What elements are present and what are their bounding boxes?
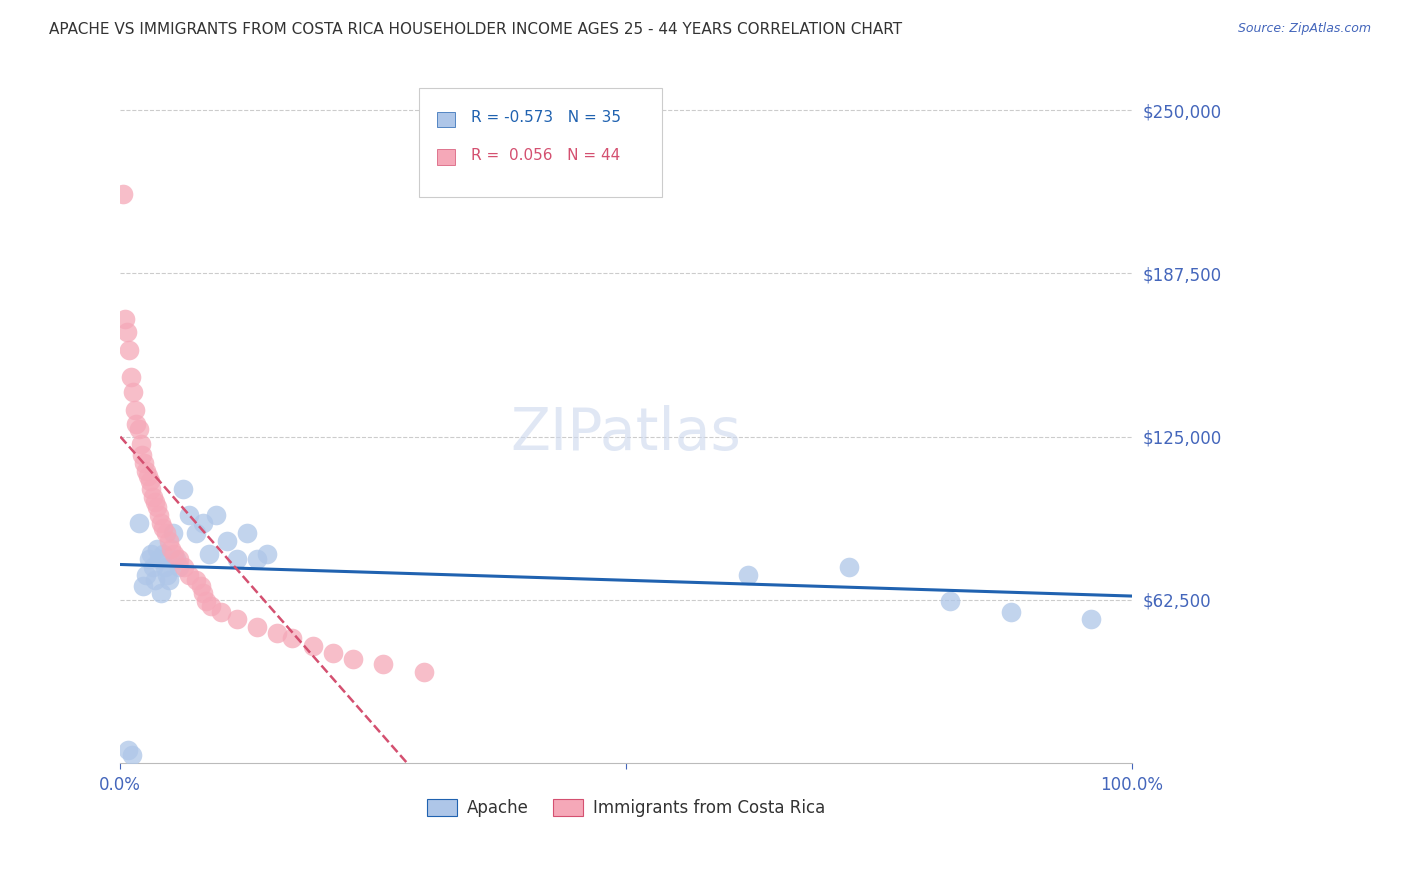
Point <box>142 490 165 504</box>
Point <box>167 552 190 566</box>
Point <box>117 743 139 757</box>
Legend: Apache, Immigrants from Costa Rica: Apache, Immigrants from Costa Rica <box>420 792 832 823</box>
Point <box>256 547 278 561</box>
Point <box>149 516 172 530</box>
Point <box>193 516 215 530</box>
Point <box>112 186 135 201</box>
Point <box>157 534 180 549</box>
Point <box>156 568 179 582</box>
Point <box>157 574 180 588</box>
Point <box>152 521 174 535</box>
Point <box>149 586 172 600</box>
Point <box>143 495 166 509</box>
Point <box>148 552 170 566</box>
Point <box>225 612 247 626</box>
Point <box>165 552 187 566</box>
Point <box>737 568 759 582</box>
Point <box>131 578 153 592</box>
Point <box>177 568 200 582</box>
Point <box>186 574 208 588</box>
Point <box>190 578 212 592</box>
Point <box>136 468 159 483</box>
Point <box>152 547 174 561</box>
Point <box>162 526 184 541</box>
Point <box>246 620 269 634</box>
Point <box>135 464 157 478</box>
Point <box>225 552 247 566</box>
Point <box>138 552 160 566</box>
Point <box>186 526 208 541</box>
Point <box>122 385 145 400</box>
Point <box>342 651 364 665</box>
Point <box>235 526 257 541</box>
Point <box>124 403 146 417</box>
Point <box>117 325 139 339</box>
Point <box>177 508 200 522</box>
Point <box>142 560 165 574</box>
Text: APACHE VS IMMIGRANTS FROM COSTA RICA HOUSEHOLDER INCOME AGES 25 - 44 YEARS CORRE: APACHE VS IMMIGRANTS FROM COSTA RICA HOU… <box>49 22 903 37</box>
Point <box>160 541 183 556</box>
Point <box>163 547 186 561</box>
Point <box>155 526 177 541</box>
Point <box>145 500 167 515</box>
Point <box>131 448 153 462</box>
Text: ZIPatlas: ZIPatlas <box>510 406 741 462</box>
Text: R =  0.056   N = 44: R = 0.056 N = 44 <box>471 148 620 163</box>
Point <box>132 456 155 470</box>
Point <box>125 417 148 431</box>
Point <box>266 625 288 640</box>
Point <box>193 586 215 600</box>
Point <box>195 594 218 608</box>
Y-axis label: Householder Income Ages 25 - 44 years: Householder Income Ages 25 - 44 years <box>0 267 7 574</box>
Point <box>118 343 141 358</box>
Point <box>301 639 323 653</box>
Point <box>205 508 228 522</box>
Point <box>139 482 162 496</box>
Point <box>1000 605 1022 619</box>
Point <box>373 657 395 671</box>
Point <box>322 647 344 661</box>
Point <box>211 605 233 619</box>
Point <box>120 369 142 384</box>
Point <box>114 312 136 326</box>
Point <box>198 547 221 561</box>
Text: Source: ZipAtlas.com: Source: ZipAtlas.com <box>1237 22 1371 36</box>
Point <box>939 594 962 608</box>
Point <box>135 568 157 582</box>
Point <box>215 534 238 549</box>
Point <box>838 560 860 574</box>
Point <box>200 599 222 614</box>
FancyBboxPatch shape <box>437 150 454 164</box>
Point <box>172 482 194 496</box>
Point <box>281 631 304 645</box>
FancyBboxPatch shape <box>437 112 454 127</box>
Text: R = -0.573   N = 35: R = -0.573 N = 35 <box>471 111 621 125</box>
Point <box>129 437 152 451</box>
Point <box>153 560 176 574</box>
Point <box>167 560 190 574</box>
Point <box>128 516 150 530</box>
Point <box>148 508 170 522</box>
Point <box>412 665 434 679</box>
Point <box>1080 612 1102 626</box>
FancyBboxPatch shape <box>419 87 661 197</box>
Point <box>139 547 162 561</box>
Point <box>138 474 160 488</box>
Point <box>145 541 167 556</box>
Point <box>128 422 150 436</box>
Point <box>121 748 143 763</box>
Point <box>246 552 269 566</box>
Point <box>173 560 195 574</box>
Point <box>143 574 166 588</box>
